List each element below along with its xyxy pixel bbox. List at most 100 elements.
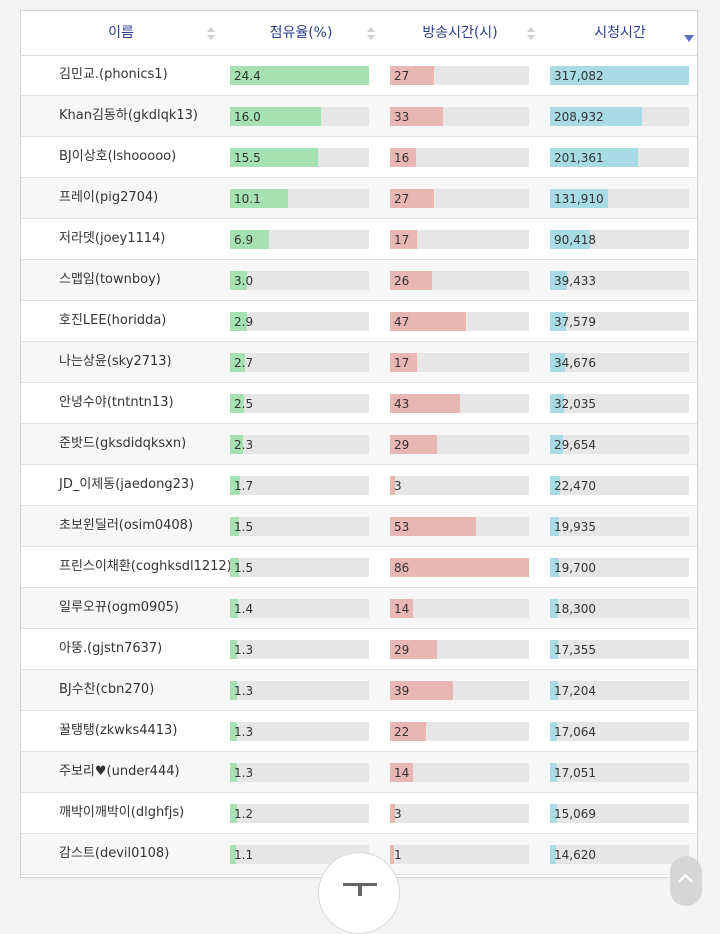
broadcast-bar: 17 <box>390 230 529 249</box>
broadcast-value: 1 <box>394 848 402 862</box>
watch-bar: 208,932 <box>550 107 689 126</box>
streamer-name[interactable]: 감스트(devil0108) <box>59 846 170 861</box>
share-bar: 16.0 <box>230 107 369 126</box>
column-header-name[interactable]: 이름 <box>21 11 221 55</box>
share-value: 1.3 <box>234 643 254 657</box>
table-row[interactable]: BJ이상호(lshooooo) 15.5 16 201,361 <box>21 137 697 178</box>
table-row[interactable]: Khan김동하(gkdlqk13) 16.0 33 208,932 <box>21 96 697 137</box>
share-bar: 1.4 <box>230 599 369 618</box>
streamer-name[interactable]: 호진LEE(horidda) <box>59 313 167 328</box>
streamer-name[interactable]: 저라뎃(joey1114) <box>59 231 166 246</box>
table-row[interactable]: 아뚱.(gjstn7637) 1.3 29 17,355 <box>21 629 697 670</box>
table-row[interactable]: 저라뎃(joey1114) 6.9 17 90,418 <box>21 219 697 260</box>
share-value: 1.3 <box>234 725 254 739</box>
share-bar: 1.3 <box>230 763 369 782</box>
share-value: 15.5 <box>234 151 261 165</box>
watch-bar-fill <box>550 681 558 700</box>
streamer-name[interactable]: 깨박이깨박이(dlghfjs) <box>59 805 185 820</box>
broadcast-bar: 14 <box>390 599 529 618</box>
broadcast-value: 27 <box>394 192 410 206</box>
watch-bar-fill <box>550 271 567 290</box>
broadcast-value: 43 <box>394 397 410 411</box>
watch-bar-fill <box>550 353 565 372</box>
streamer-name[interactable]: Khan김동하(gkdlqk13) <box>59 108 198 123</box>
streamer-name[interactable]: JD_이제동(jaedong23) <box>59 477 195 492</box>
sort-arrows-broadcast-icon[interactable] <box>527 27 535 41</box>
share-bar-fill <box>230 681 237 700</box>
streamer-name[interactable]: 초보윈딜러(osim0408) <box>59 518 194 533</box>
table-row[interactable]: 호진LEE(horidda) 2.9 47 37,579 <box>21 301 697 342</box>
streamer-name[interactable]: 김민교.(phonics1) <box>59 67 168 82</box>
streamer-name[interactable]: 스맵임(townboy) <box>59 272 161 287</box>
broadcast-value: 3 <box>394 479 402 493</box>
share-bar-fill <box>230 804 237 823</box>
scroll-to-top-button[interactable] <box>318 852 400 934</box>
streamer-name[interactable]: BJ수찬(cbn270) <box>59 682 155 697</box>
broadcast-bar-fill <box>390 845 394 864</box>
broadcast-value: 27 <box>394 69 410 83</box>
streamer-name[interactable]: 나는상윤(sky2713) <box>59 354 172 369</box>
column-header-watch[interactable]: 시청시간 <box>550 11 690 55</box>
column-header-broadcast[interactable]: 방송시간(시) <box>390 11 530 55</box>
streamer-name[interactable]: BJ이상호(lshooooo) <box>59 149 177 164</box>
watch-bar: 15,069 <box>550 804 689 823</box>
streamer-name[interactable]: 프린스이채환(coghksdl1212) <box>59 559 232 574</box>
streamer-name[interactable]: 일루오뀨(ogm0905) <box>59 600 179 615</box>
share-value: 1.3 <box>234 766 254 780</box>
broadcast-bar-fill <box>390 804 395 823</box>
share-value: 1.5 <box>234 561 254 575</box>
share-value: 2.9 <box>234 315 254 329</box>
page-up-button[interactable] <box>670 856 702 906</box>
sort-arrows-share-icon[interactable] <box>367 27 375 41</box>
table-row[interactable]: 준밧드(gksdidqksxn) 2.3 29 29,654 <box>21 424 697 465</box>
broadcast-bar: 39 <box>390 681 529 700</box>
share-value: 2.5 <box>234 397 254 411</box>
broadcast-value: 29 <box>394 643 410 657</box>
table-row[interactable]: 나는상윤(sky2713) 2.7 17 34,676 <box>21 342 697 383</box>
table-row[interactable]: JD_이제동(jaedong23) 1.7 3 22,470 <box>21 465 697 506</box>
sort-desc-watch-icon[interactable] <box>684 35 694 42</box>
table-row[interactable]: 주보리♥(under444) 1.3 14 17,051 <box>21 752 697 793</box>
watch-bar: 39,433 <box>550 271 689 290</box>
share-value: 1.2 <box>234 807 254 821</box>
broadcast-bar-fill <box>390 517 476 536</box>
watch-bar: 37,579 <box>550 312 689 331</box>
watch-value: 39,433 <box>554 274 596 288</box>
watch-bar: 17,064 <box>550 722 689 741</box>
table-row[interactable]: 스맵임(townboy) 3.0 26 39,433 <box>21 260 697 301</box>
sort-arrows-name-icon[interactable] <box>207 27 215 41</box>
watch-bar-fill <box>550 66 689 85</box>
table-row[interactable]: 김민교.(phonics1) 24.4 27 317,082 <box>21 55 697 96</box>
watch-value: 29,654 <box>554 438 596 452</box>
streamer-name[interactable]: 아뚱.(gjstn7637) <box>59 641 163 656</box>
share-bar-fill <box>230 845 236 864</box>
streamer-name[interactable]: 주보리♥(under444) <box>59 764 180 779</box>
watch-bar: 19,935 <box>550 517 689 536</box>
column-header-share[interactable]: 점유율(%) <box>231 11 371 55</box>
table-row[interactable]: 안녕수야(tntntn13) 2.5 43 32,035 <box>21 383 697 424</box>
share-bar-fill <box>230 353 245 372</box>
streamer-name[interactable]: 안녕수야(tntntn13) <box>59 395 174 410</box>
share-bar: 3.0 <box>230 271 369 290</box>
watch-bar-fill <box>550 394 564 413</box>
watch-value: 17,204 <box>554 684 596 698</box>
watch-value: 317,082 <box>554 69 604 83</box>
table-row[interactable]: 초보윈딜러(osim0408) 1.5 53 19,935 <box>21 506 697 547</box>
share-bar: 10.1 <box>230 189 369 208</box>
streamer-name[interactable]: 프레이(pig2704) <box>59 190 159 205</box>
column-header-share-label: 점유율(%) <box>269 25 333 41</box>
table-row[interactable]: 프린스이채환(coghksdl1212) 1.5 86 19,700 <box>21 547 697 588</box>
streamer-name[interactable]: 준밧드(gksdidqksxn) <box>59 436 187 451</box>
ranking-panel: 이름 점유율(%) 방송시간(시) 시청시간 김민교.(phonics1) 24.… <box>20 10 698 878</box>
share-value: 24.4 <box>234 69 261 83</box>
streamer-name[interactable]: 꿀탱탱(zkwks4413) <box>59 723 178 738</box>
table-row[interactable]: 일루오뀨(ogm0905) 1.4 14 18,300 <box>21 588 697 629</box>
table-row[interactable]: 꿀탱탱(zkwks4413) 1.3 22 17,064 <box>21 711 697 752</box>
watch-bar-fill <box>550 763 557 782</box>
broadcast-bar: 17 <box>390 353 529 372</box>
table-row[interactable]: BJ수찬(cbn270) 1.3 39 17,204 <box>21 670 697 711</box>
table-row[interactable]: 깨박이깨박이(dlghfjs) 1.2 3 15,069 <box>21 793 697 834</box>
table-row[interactable]: 프레이(pig2704) 10.1 27 131,910 <box>21 178 697 219</box>
broadcast-value: 3 <box>394 807 402 821</box>
broadcast-value: 47 <box>394 315 410 329</box>
